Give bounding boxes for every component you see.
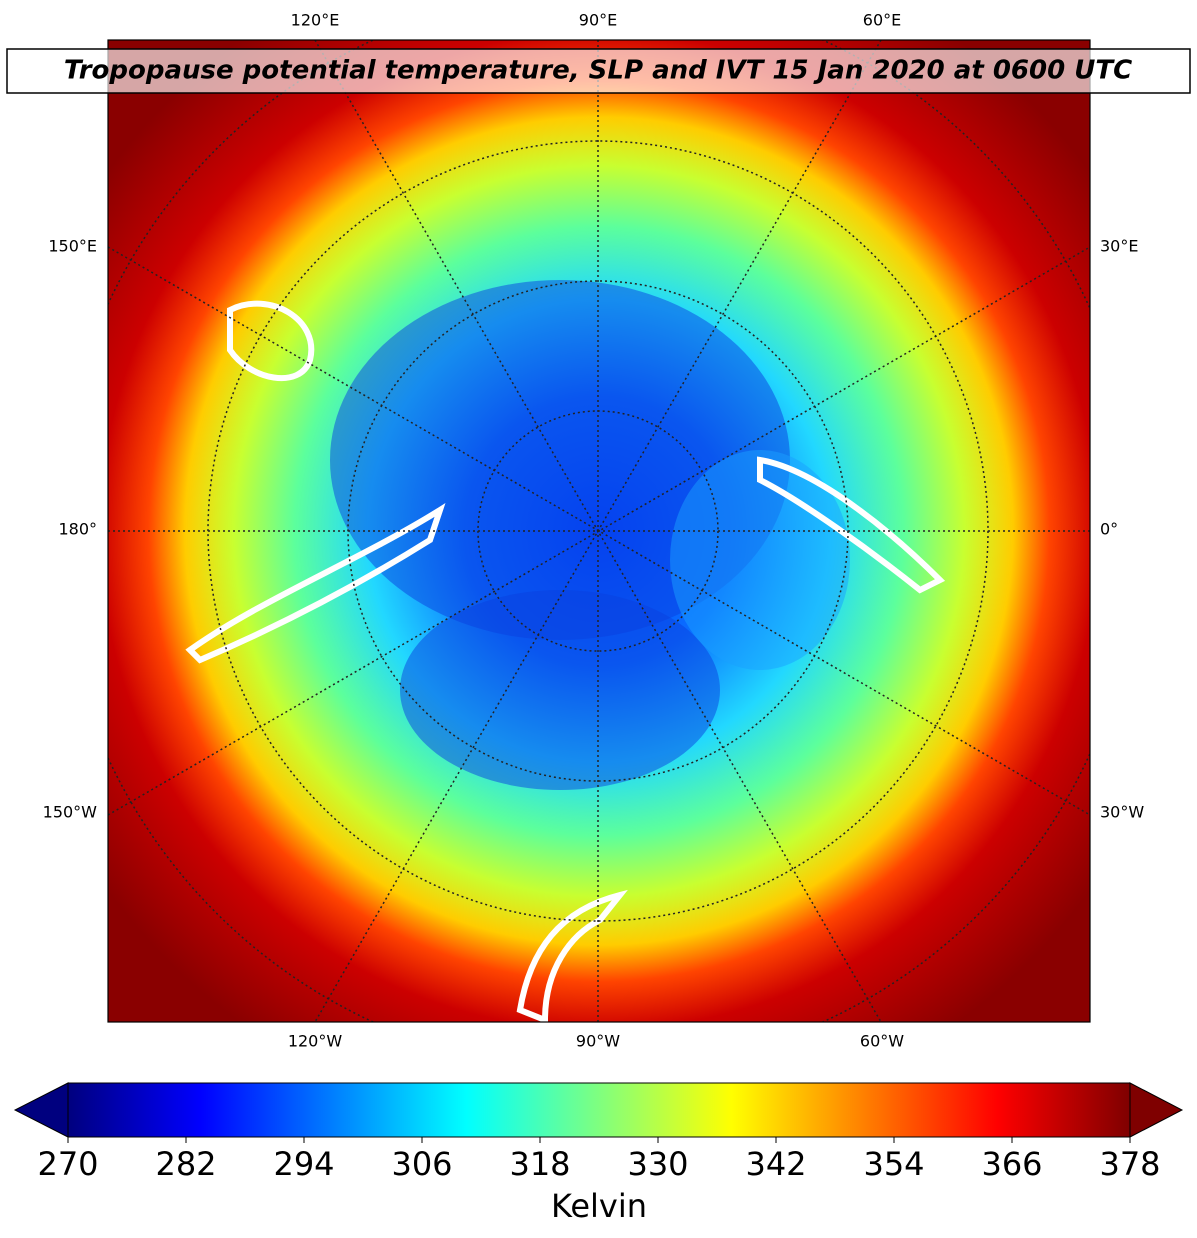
lon-label: 150°W [43,803,98,822]
colorbar-tick-label: 294 [273,1145,334,1183]
map [108,40,1090,1022]
title-box [6,48,1191,94]
ivt-contour [227,300,315,381]
colorbar-tick-label: 318 [509,1145,570,1183]
colorbar-label: Kelvin [551,1187,647,1225]
colorbar-tick-label: 342 [745,1145,806,1183]
lon-label: 90°E [579,11,617,30]
lon-label: 120°E [291,11,340,30]
lon-label: 0° [1100,520,1118,539]
title: Tropopause potential temperature, SLP an… [64,56,1132,86]
lon-label: 60°E [863,11,901,30]
lon-label: 120°W [288,1032,343,1051]
ivt-contour [757,456,946,594]
lon-label: 60°W [860,1032,904,1051]
colorbar-tick-label: 270 [37,1145,98,1183]
map-frame [107,39,1091,1023]
colorbar-tick-label: 306 [391,1145,452,1183]
ivt-contour [185,503,446,664]
lon-label: 30°E [1100,237,1138,256]
lon-label: 180° [58,520,97,539]
colorbar-tick-label: 282 [155,1145,216,1183]
colorbar-tick-label: 330 [627,1145,688,1183]
colorbar-tick-label: 378 [1099,1145,1160,1183]
lon-label: 90°W [576,1032,620,1051]
colorbar: 270 282 294 306 318 330 342 354 366 378 Kelvin [13,1082,1184,1225]
colorbar-extend [13,1082,69,1138]
colorbar-tick-label: 354 [863,1145,924,1183]
colorbar-tick-label: 366 [981,1145,1042,1183]
graticule [108,40,1090,1022]
lon-label: 150°E [48,237,97,256]
lon-label: 30°W [1100,803,1144,822]
colorbar-frame [67,1082,1131,1138]
lon-labels: 120°E 90°E 60°E 120°W 90°W 60°W 150°E 180° 150°W… [43,11,1145,1051]
colorbar-fill [68,1083,1130,1137]
colorbar-extend [1129,1082,1184,1138]
ivt-contour [516,889,628,1022]
cold-pool [400,590,720,790]
